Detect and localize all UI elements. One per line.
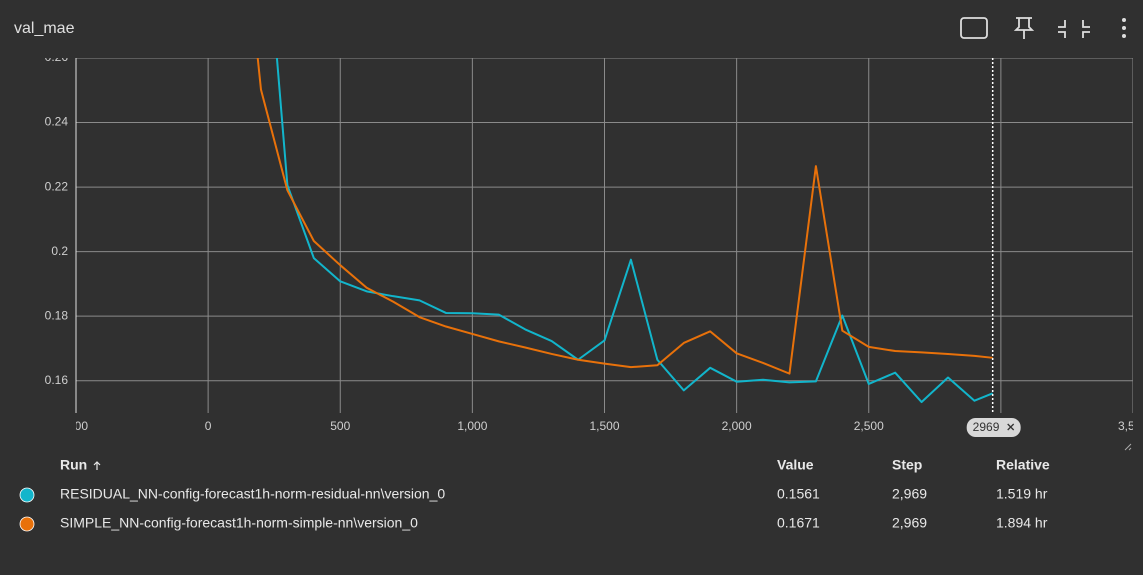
table-cell: 2,969 [892,486,927,502]
card-title: val_mae [14,20,75,37]
table-cell: 0.1671 [777,515,820,531]
x-tick-label: 0 [205,419,212,433]
y-tick-label: 0.26 [45,50,69,64]
fit-domain-button[interactable] [960,17,988,39]
pin-button[interactable] [1013,17,1035,39]
collapse-button[interactable] [1058,20,1090,38]
toolbar [960,17,1126,39]
run-color-dot [19,516,35,532]
x-tick-label: 1,500 [589,419,619,433]
y-tick-label: 0.2 [51,244,68,258]
step-chip-label: 2969 [973,420,1000,434]
run-name: SIMPLE_NN-config-forecast1h-norm-simple-… [60,515,418,531]
run-name: RESIDUAL_NN-config-forecast1h-norm-resid… [60,486,445,502]
x-tick-label: 2,000 [722,419,752,433]
x-tick-label: 1,000 [457,419,487,433]
x-tick-label: -500 [64,419,88,433]
x-tick-label: 2,500 [854,419,884,433]
column-header: Run [60,457,87,473]
series-line [275,58,994,404]
table-cell: 1.894 hr [996,515,1048,531]
step-chip [966,418,1021,437]
table-cell: 0.1561 [777,486,820,502]
y-tick-label: 0.24 [45,115,69,129]
y-tick-label: 0.16 [45,373,69,387]
step-chip-close[interactable] [1007,423,1015,431]
more-button[interactable] [1122,18,1126,38]
y-tick-label: 0.18 [45,308,69,322]
column-header: Value [777,457,814,473]
column-header: Relative [996,457,1050,473]
x-tick-label: 3,500 [1118,419,1143,433]
table-cell: 2,969 [892,515,927,531]
x-tick-label: 500 [330,419,350,433]
table-cell: 1.519 hr [996,486,1048,502]
series-line [256,58,993,375]
run-color-dot [19,487,35,503]
resize-handle[interactable] [1124,443,1132,451]
sort-arrow [93,461,101,470]
column-header: Step [892,457,922,473]
y-tick-label: 0.22 [45,179,69,193]
